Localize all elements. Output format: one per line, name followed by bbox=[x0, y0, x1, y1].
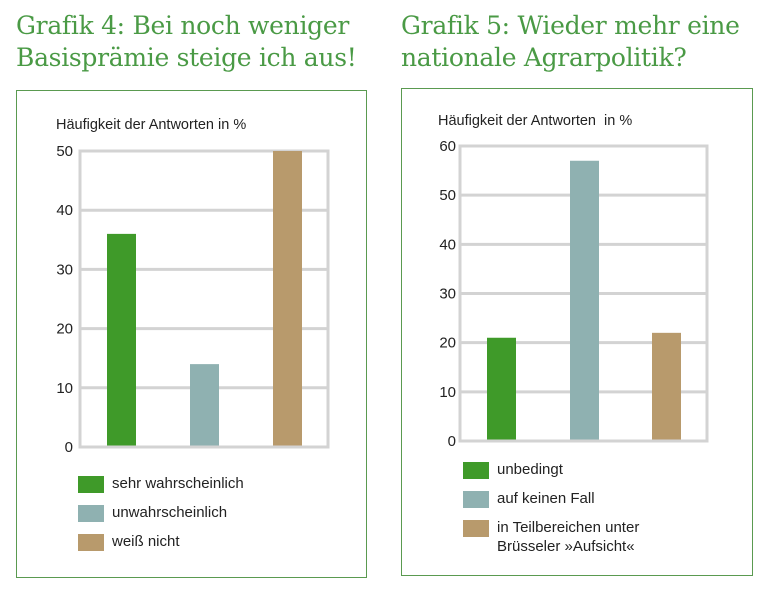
chart4-y-tick-label: 0 bbox=[65, 439, 73, 456]
chart4-legend-swatch-green bbox=[78, 476, 104, 493]
chart4-legend-label: weiß nicht bbox=[112, 533, 180, 550]
chart5-legend-label-line-2: Brüsseler »Aufsicht« bbox=[497, 538, 635, 555]
chart4-title-line-2: Basisprämie steige ich aus! bbox=[16, 43, 357, 72]
chart5-title-line-1: Grafik 5: Wieder mehr eine bbox=[401, 11, 740, 40]
chart5-title-line-2: nationale Agrarpolitik? bbox=[401, 43, 687, 72]
chart5-bar bbox=[570, 160, 599, 440]
chart4-y-tick-label: 50 bbox=[56, 143, 73, 160]
chart4-y-tick-label: 40 bbox=[56, 202, 73, 219]
chart5-y-tick-label: 30 bbox=[439, 286, 456, 303]
chart5-legend-swatch-blue bbox=[463, 491, 489, 508]
chart5-y-tick-label: 50 bbox=[439, 187, 456, 204]
chart4-y-axis-label: Häufigkeit der Antworten in % bbox=[56, 117, 247, 133]
chart5-y-tick-label: 40 bbox=[439, 236, 456, 253]
chart5-legend-label: auf keinen Fall bbox=[497, 490, 595, 507]
chart4-legend-label: sehr wahrscheinlich bbox=[112, 475, 244, 492]
chart5-title: Grafik 5: Wieder mehr eine nationale Agr… bbox=[401, 10, 740, 74]
chart4-legend-label: unwahrscheinlich bbox=[112, 504, 228, 521]
chart4-bar bbox=[273, 151, 302, 446]
chart5-bar bbox=[487, 337, 516, 440]
chart4-y-tick-label: 30 bbox=[56, 261, 73, 278]
chart5-y-axis-label: Häufigkeit der Antworten in % bbox=[438, 113, 633, 129]
chart5-y-tick-label: 0 bbox=[448, 433, 456, 450]
chart4-title: Grafik 4: Bei noch weniger Basisprämie s… bbox=[16, 10, 357, 74]
chart5-y-tick-label: 60 bbox=[439, 138, 456, 155]
chart4-legend-swatch-tan bbox=[78, 534, 104, 551]
chart4-bar bbox=[190, 364, 219, 446]
chart5-legend-label: in Teilbereichen unter Brüsseler »Aufsic… bbox=[497, 518, 639, 556]
chart5-legend-label-line-1: in Teilbereichen unter bbox=[497, 519, 640, 536]
chart4-y-tick-label: 20 bbox=[56, 321, 73, 338]
chart5-y-tick-label: 20 bbox=[439, 335, 456, 352]
chart4-y-tick-label: 10 bbox=[56, 380, 73, 397]
chart5-y-tick-label: 10 bbox=[439, 384, 456, 401]
chart4-bar bbox=[107, 233, 136, 446]
chart5-legend-label: unbedingt bbox=[497, 461, 563, 478]
chart5-bar bbox=[652, 332, 681, 440]
chart4-panel bbox=[16, 90, 367, 578]
chart5-legend-swatch-tan bbox=[463, 520, 489, 537]
chart4-legend-swatch-blue bbox=[78, 505, 104, 522]
chart5-legend-swatch-green bbox=[463, 462, 489, 479]
chart4-title-line-1: Grafik 4: Bei noch weniger bbox=[16, 11, 349, 40]
